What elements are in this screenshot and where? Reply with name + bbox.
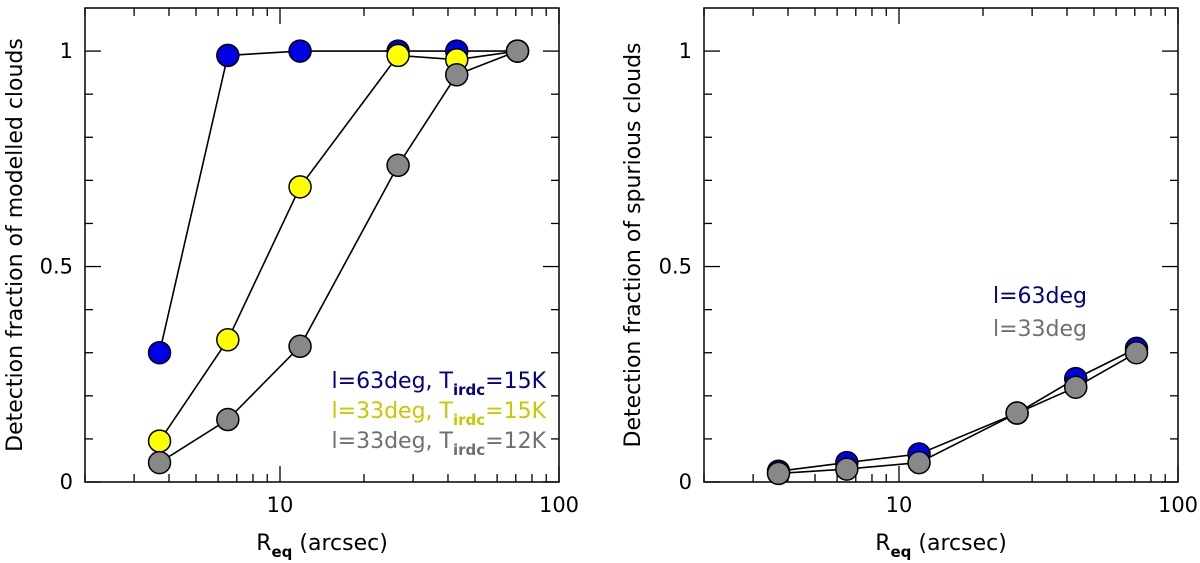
x-axis-label-sub: eq bbox=[890, 543, 911, 561]
x-axis-label: Req (arcsec) bbox=[256, 531, 388, 561]
y-tick-label: 0.5 bbox=[40, 255, 73, 279]
y-tick-label: 1 bbox=[60, 39, 73, 63]
x-tick-label: 100 bbox=[539, 493, 579, 517]
plot-frame bbox=[703, 7, 1179, 483]
legend-text-sub: irdc bbox=[453, 381, 485, 399]
legend-text-sub: irdc bbox=[453, 411, 485, 429]
data-point-series-2 bbox=[216, 407, 240, 432]
legend-entry-0: l=63deg, Tirdc=15K bbox=[332, 369, 547, 399]
y-tick-label: 0.5 bbox=[659, 255, 692, 279]
legend-text-sub: irdc bbox=[453, 441, 485, 459]
data-point-series-0 bbox=[288, 39, 312, 63]
x-tick-label: 10 bbox=[267, 493, 294, 517]
legend-entry-0: l=63deg bbox=[993, 284, 1087, 309]
y-tick-label: 0 bbox=[679, 470, 692, 494]
y-axis-label: Detection fraction of spurious clouds bbox=[621, 43, 646, 448]
x-axis-label-rest: (arcsec) bbox=[292, 531, 387, 556]
x-axis-label-main: R bbox=[256, 531, 271, 556]
data-point-series-1 bbox=[907, 450, 931, 475]
data-point-series-2 bbox=[386, 153, 410, 178]
data-point-series-2 bbox=[505, 39, 530, 63]
data-point-series-1 bbox=[1063, 375, 1088, 399]
legend-text-main: l=63deg bbox=[993, 284, 1087, 309]
plot-frame bbox=[84, 7, 560, 483]
legend-text-main: l=63deg, T bbox=[332, 369, 454, 394]
legend-entry-2: l=33deg, Tirdc=12K bbox=[332, 429, 547, 459]
x-tick-label: 10 bbox=[886, 493, 913, 517]
x-axis-label: Req (arcsec) bbox=[875, 531, 1007, 561]
data-point-series-2 bbox=[444, 63, 469, 87]
x-tick-label: 100 bbox=[1158, 493, 1198, 517]
data-point-series-1 bbox=[216, 328, 240, 352]
legend-text-suffix: =15K bbox=[485, 369, 546, 394]
data-point-series-1 bbox=[766, 461, 791, 486]
x-axis-label-sub: eq bbox=[271, 543, 292, 561]
data-point-series-2 bbox=[288, 334, 312, 359]
y-tick-label: 0 bbox=[60, 470, 73, 494]
data-point-series-1 bbox=[147, 429, 172, 453]
legend-entry-1: l=33deg, Tirdc=15K bbox=[332, 399, 547, 429]
right-panel-spurious-clouds: 10 100 0 0.5 1 Req (arcsec) Detection fraction… bbox=[621, 7, 1198, 561]
legend-text-main: l=33deg, T bbox=[332, 429, 454, 454]
data-point-series-1 bbox=[835, 457, 859, 481]
left-panel-modelled-clouds: 10 100 0 0.5 1 Req (arcsec) Detection fraction… bbox=[3, 7, 579, 561]
legend-entry-1: l=33deg bbox=[993, 317, 1087, 342]
data-point-series-0 bbox=[147, 340, 172, 365]
data-point-series-1 bbox=[1124, 340, 1149, 365]
y-axis-label: Detection fraction of modelled clouds bbox=[3, 38, 28, 452]
y-tick-label: 1 bbox=[679, 39, 692, 63]
data-point-series-2 bbox=[147, 450, 172, 475]
series-line-0 bbox=[778, 347, 1137, 472]
x-axis-label-main: R bbox=[875, 531, 890, 556]
data-point-series-0 bbox=[216, 43, 240, 68]
series-line-0 bbox=[158, 50, 518, 353]
legend-text-main: l=33deg, T bbox=[332, 399, 454, 424]
data-point-series-1 bbox=[1005, 401, 1029, 425]
x-axis-label-rest: (arcsec) bbox=[911, 531, 1006, 556]
data-point-series-1 bbox=[288, 175, 312, 199]
legend-text-suffix: =15K bbox=[485, 399, 546, 424]
data-point-series-1 bbox=[386, 43, 410, 68]
legend-text-suffix: =12K bbox=[485, 429, 546, 454]
legend-text-main: l=33deg bbox=[993, 317, 1087, 342]
